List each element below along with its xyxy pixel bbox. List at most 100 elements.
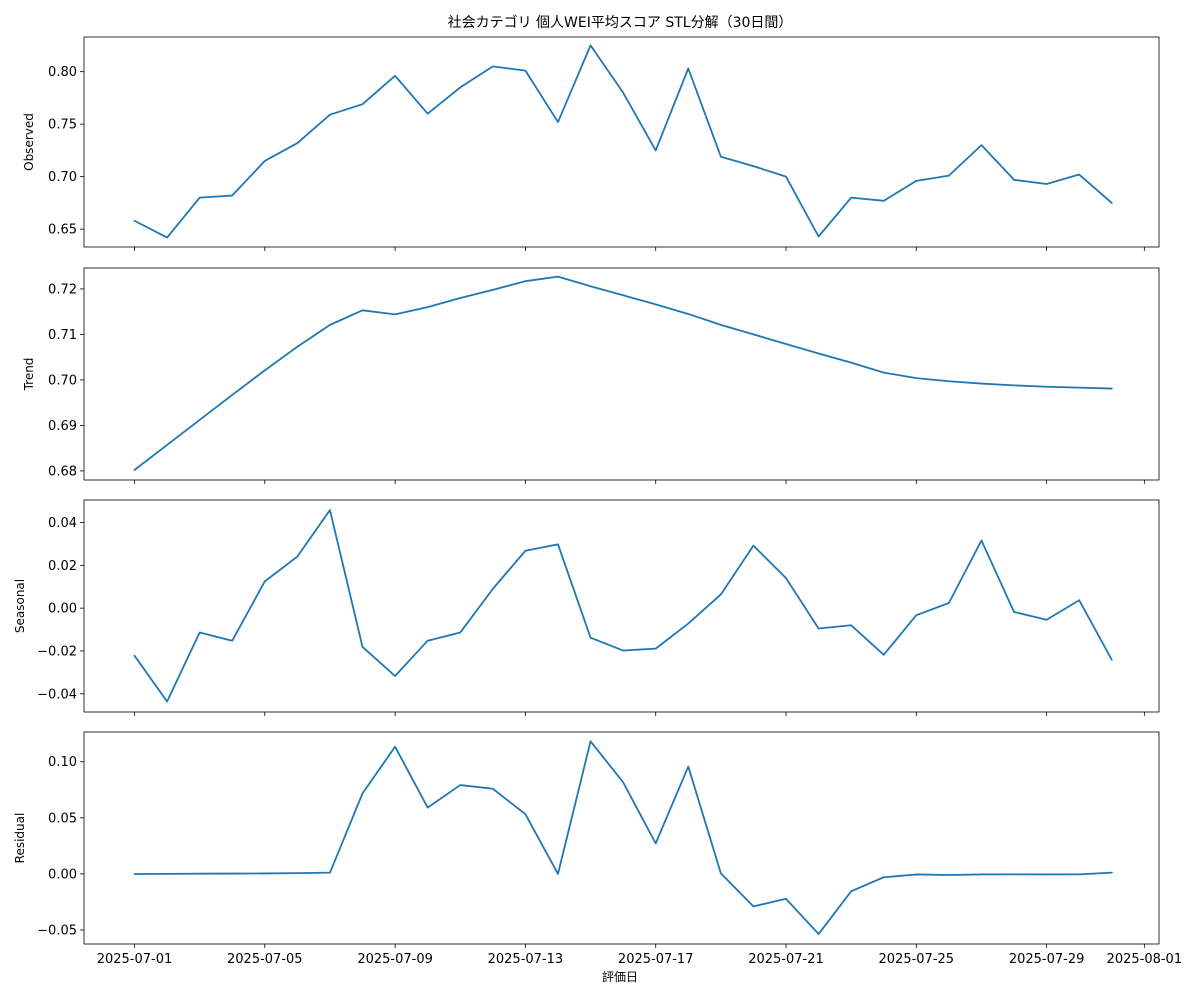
x-tick-label: 2025-07-25 bbox=[879, 952, 955, 967]
data-point bbox=[328, 323, 332, 327]
data-point bbox=[1012, 610, 1016, 614]
data-point bbox=[523, 279, 527, 283]
data-point bbox=[523, 549, 527, 553]
data-point bbox=[263, 368, 267, 372]
data-point bbox=[882, 875, 886, 879]
data-point bbox=[263, 871, 267, 875]
data-point bbox=[686, 622, 690, 626]
data-point bbox=[849, 623, 853, 627]
data-point bbox=[914, 872, 918, 876]
y-axis-label: Observed bbox=[22, 113, 36, 171]
data-point bbox=[589, 739, 593, 743]
y-tick-label: 0.75 bbox=[48, 118, 77, 133]
data-point bbox=[132, 219, 136, 223]
data-point bbox=[589, 284, 593, 288]
series-line-observed bbox=[133, 44, 1113, 239]
data-point bbox=[686, 765, 690, 769]
data-point bbox=[458, 85, 462, 89]
panel-observed: 0.65 0.70 0.75 0.80 Observed bbox=[22, 36, 1160, 251]
panel-trend: 0.68 0.69 0.70 0.71 0.72 Trend bbox=[22, 267, 1160, 484]
data-point bbox=[751, 332, 755, 336]
data-point bbox=[198, 631, 202, 635]
data-point bbox=[165, 236, 169, 240]
data-point bbox=[295, 555, 299, 559]
data-point bbox=[979, 538, 983, 542]
data-point bbox=[491, 787, 495, 791]
data-point bbox=[361, 102, 365, 106]
data-point bbox=[361, 645, 365, 649]
data-point bbox=[914, 376, 918, 380]
y-tick-label: 0.00 bbox=[48, 602, 77, 617]
data-point bbox=[230, 393, 234, 397]
data-point bbox=[198, 418, 202, 422]
data-point bbox=[784, 576, 788, 580]
y-tick-label: 0.02 bbox=[48, 559, 77, 574]
data-point bbox=[198, 196, 202, 200]
y-tick-label: 0.10 bbox=[48, 755, 77, 770]
data-point bbox=[817, 932, 821, 936]
data-point bbox=[849, 361, 853, 365]
panels-group: 0.65 0.70 0.75 0.80 Observed 0.68 0.69 0.70 0.71… bbox=[13, 36, 1183, 967]
data-point bbox=[393, 312, 397, 316]
y-axis-label: Seasonal bbox=[13, 579, 27, 633]
series-line-residual bbox=[133, 740, 1113, 935]
data-point bbox=[556, 120, 560, 124]
data-point bbox=[817, 626, 821, 630]
data-point bbox=[1012, 872, 1016, 876]
data-point bbox=[947, 873, 951, 877]
data-point bbox=[979, 872, 983, 876]
data-point bbox=[1045, 385, 1049, 389]
data-point bbox=[979, 143, 983, 147]
y-axis-label: Residual bbox=[13, 813, 27, 864]
series-line-trend bbox=[133, 275, 1113, 471]
data-point bbox=[751, 164, 755, 168]
data-point bbox=[458, 631, 462, 635]
data-point bbox=[719, 592, 723, 596]
data-point bbox=[1110, 658, 1114, 662]
data-point bbox=[1110, 387, 1114, 391]
x-tick-label: 2025-08-01 bbox=[1107, 952, 1183, 967]
data-point bbox=[1045, 182, 1049, 186]
data-point bbox=[556, 275, 560, 279]
data-point bbox=[295, 345, 299, 349]
data-point bbox=[393, 674, 397, 678]
data-point bbox=[784, 342, 788, 346]
data-point bbox=[458, 296, 462, 300]
data-point bbox=[491, 288, 495, 292]
data-point bbox=[914, 613, 918, 617]
x-tick-label: 2025-07-01 bbox=[97, 952, 173, 967]
data-point bbox=[1077, 173, 1081, 177]
data-point bbox=[328, 113, 332, 117]
data-point bbox=[393, 745, 397, 749]
data-point bbox=[556, 542, 560, 546]
x-tick-label: 2025-07-09 bbox=[357, 952, 433, 967]
data-point bbox=[947, 379, 951, 383]
data-point bbox=[947, 174, 951, 178]
axes-frame bbox=[83, 267, 1160, 481]
data-point bbox=[849, 889, 853, 893]
data-point bbox=[1012, 383, 1016, 387]
data-point bbox=[947, 601, 951, 605]
x-tick-label: 2025-07-13 bbox=[488, 952, 564, 967]
data-point bbox=[817, 352, 821, 356]
y-tick-label: 0.65 bbox=[48, 223, 77, 238]
data-point bbox=[654, 841, 658, 845]
data-point bbox=[1077, 386, 1081, 390]
data-point bbox=[1045, 618, 1049, 622]
data-point bbox=[589, 636, 593, 640]
data-point bbox=[361, 791, 365, 795]
data-point bbox=[654, 148, 658, 152]
data-point bbox=[132, 654, 136, 658]
data-point bbox=[751, 544, 755, 548]
data-point bbox=[621, 293, 625, 297]
y-tick-label: 0.70 bbox=[48, 373, 77, 388]
data-point bbox=[1077, 872, 1081, 876]
data-point bbox=[198, 872, 202, 876]
data-point bbox=[882, 371, 886, 375]
x-tick-label: 2025-07-17 bbox=[618, 952, 694, 967]
y-tick-label: 0.80 bbox=[48, 65, 77, 80]
data-point bbox=[784, 175, 788, 179]
y-tick-label: 0.71 bbox=[48, 328, 77, 343]
x-tick-label: 2025-07-29 bbox=[1009, 952, 1085, 967]
